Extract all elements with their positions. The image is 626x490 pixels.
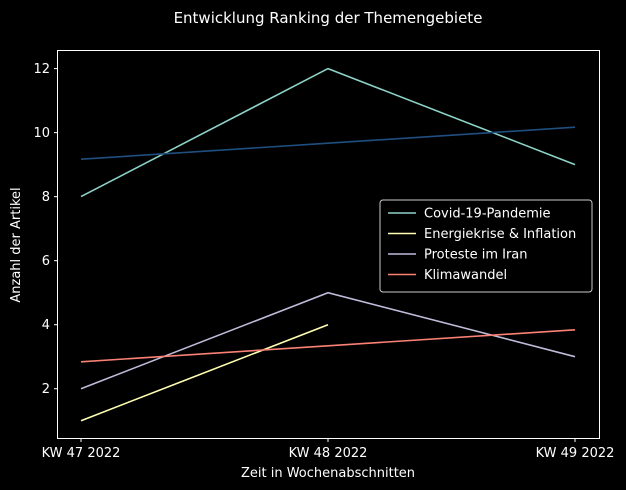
x-tick-label: KW 49 2022 — [536, 446, 615, 461]
series-lines — [80, 67, 576, 422]
legend-label: Covid-19-Pandemie — [424, 207, 551, 222]
y-axis-label: Anzahl der Artikel — [9, 187, 24, 302]
y-tick-label: 6 — [42, 254, 50, 269]
legend-label: Klimawandel — [424, 268, 507, 283]
y-axis-ticks: 2 4 6 8 10 12 — [33, 62, 58, 397]
y-tick-label: 10 — [33, 126, 50, 141]
y-tick-label: 4 — [42, 318, 50, 333]
y-tick-label: 2 — [42, 382, 50, 397]
x-axis-ticks: KW 47 2022 KW 48 2022 KW 49 2022 — [42, 438, 615, 461]
series-line-klimawandel — [80, 329, 576, 363]
legend: Covid-19-Pandemie Energiekrise & Inflatio… — [379, 199, 593, 293]
y-tick-label: 8 — [42, 190, 50, 205]
legend-label: Energiekrise & Inflation — [424, 227, 576, 242]
x-axis-label: Zeit in Wochenabschnitten — [241, 466, 415, 481]
legend-label: Proteste im Iran — [424, 248, 528, 263]
x-tick-label: KW 47 2022 — [42, 446, 121, 461]
x-tick-label: KW 48 2022 — [289, 446, 368, 461]
y-tick-label: 12 — [33, 62, 50, 77]
series-line-energiekrise-inflation — [80, 323, 329, 422]
series-line-unlabeled-4 — [80, 126, 576, 160]
legend-box — [379, 199, 593, 293]
chart-title: Entwicklung Ranking der Themengebiete — [174, 9, 483, 27]
